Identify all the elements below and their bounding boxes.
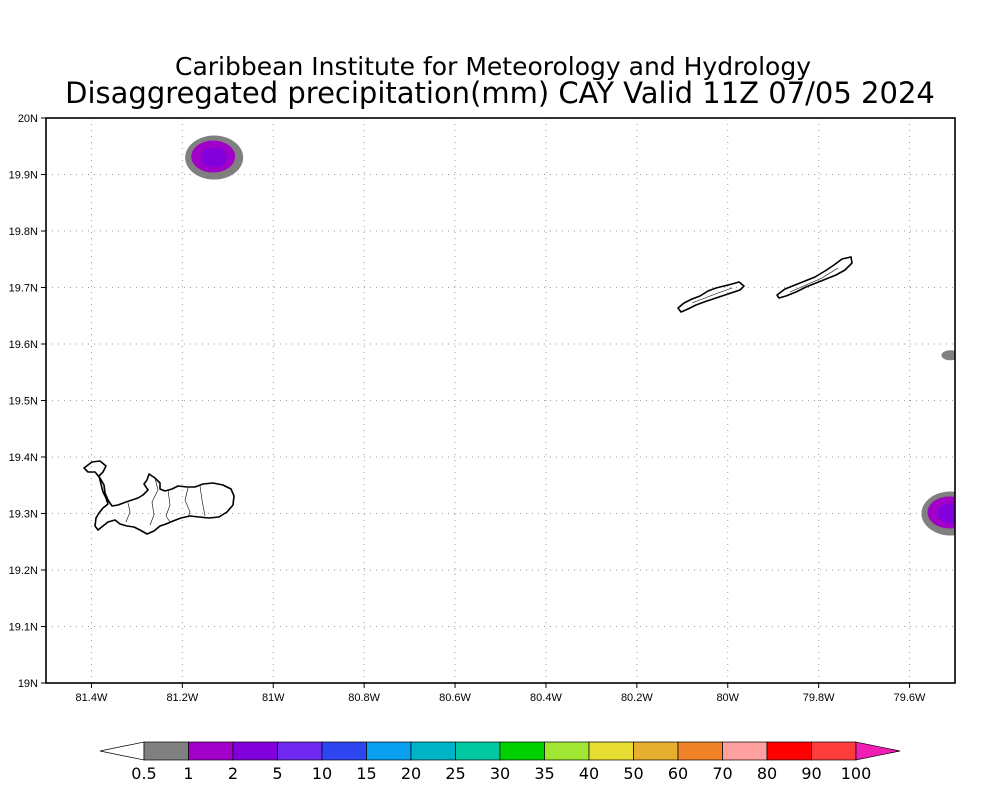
colorbar-swatch (410, 741, 456, 761)
precip-contour-2mm (201, 147, 228, 168)
title-institute: Caribbean Institute for Meteorology and … (175, 52, 811, 81)
colorbar-swatch (677, 741, 723, 761)
axis-ticks: 81.4W 81.2W 81W 80.8W 80.6W 80.4W 80.2W 80W 79.8… (9, 113, 926, 704)
y-tick-label: 19.1N (9, 622, 38, 634)
colorbar-swatch (722, 741, 768, 761)
y-tick-label: 19.4N (9, 452, 38, 464)
precip-cell (921, 491, 955, 536)
island-little-cayman (677, 281, 745, 313)
x-tick-label: 80.4W (530, 692, 562, 704)
y-tick-label: 19.3N (9, 509, 38, 521)
y-tick-label: 19.5N (9, 396, 38, 408)
colorbar-over-arrow (855, 741, 901, 761)
y-tick-label: 19.6N (9, 339, 38, 351)
colorbar-label: 70 (712, 764, 732, 783)
y-tick-label: 19.2N (9, 565, 38, 577)
x-tick-label: 80W (716, 692, 739, 704)
colorbar-under-arrow (99, 741, 145, 761)
x-tick-label: 81W (262, 692, 285, 704)
map-plot-area: 81.4W 81.2W 81W 80.8W 80.6W 80.4W 80.2W 80W 79.8… (9, 113, 956, 704)
map-background (46, 118, 955, 683)
colorbar-swatch (588, 741, 634, 761)
precip-cell (185, 135, 244, 180)
colorbar-swatch (455, 741, 501, 761)
precipitation-layer (185, 135, 955, 536)
colorbar-label: 0.5 (131, 764, 156, 783)
colorbar-swatch (277, 741, 323, 761)
y-tick-label: 19.7N (9, 283, 38, 295)
island-cayman-brac (776, 256, 853, 299)
colorbar-swatch (811, 741, 857, 761)
colorbar-swatch (321, 741, 367, 761)
colorbar-swatch (366, 741, 412, 761)
colorbar-label: 2 (228, 764, 238, 783)
precip-contour-0.5mm (941, 350, 955, 361)
colorbar-label: 100 (841, 764, 872, 783)
colorbar-label: 80 (757, 764, 777, 783)
x-tick-label: 80.8W (348, 692, 380, 704)
title-product: Disaggregated precipitation(mm) CAY Vali… (65, 76, 935, 110)
x-tick-label: 80.2W (621, 692, 653, 704)
colorbar-swatch (633, 741, 679, 761)
colorbar-label: 10 (312, 764, 332, 783)
y-tick-label: 19N (18, 678, 38, 690)
colorbar-swatch (544, 741, 590, 761)
x-tick-label: 81.2W (166, 692, 198, 704)
colorbar-label: 90 (801, 764, 821, 783)
colorbar: 0.5 1 2 5 10 15 20 25 30 35 40 50 60 70 80 90 100 (99, 741, 901, 783)
island-grand-cayman (83, 460, 235, 535)
colorbar-swatch (188, 741, 234, 761)
x-tick-label: 79.6W (894, 692, 926, 704)
colorbar-label: 5 (272, 764, 282, 783)
colorbar-swatch (232, 741, 278, 761)
x-tick-label: 80.6W (439, 692, 471, 704)
graticule (46, 118, 955, 683)
colorbar-label: 35 (534, 764, 554, 783)
colorbar-label: 15 (356, 764, 376, 783)
colorbar-label: 30 (490, 764, 510, 783)
colorbar-label: 1 (183, 764, 193, 783)
colorbar-swatch (143, 741, 189, 761)
colorbar-label: 25 (445, 764, 465, 783)
y-tick-label: 19.8N (9, 226, 38, 238)
colorbar-label: 40 (579, 764, 599, 783)
precip-cell (941, 350, 955, 361)
y-tick-label: 20N (18, 113, 38, 125)
colorbar-label: 50 (623, 764, 643, 783)
precip-contour-2mm (937, 503, 955, 524)
y-tick-label: 19.9N (9, 170, 38, 182)
x-tick-label: 79.8W (803, 692, 835, 704)
colorbar-label: 20 (401, 764, 421, 783)
colorbar-swatch (499, 741, 545, 761)
x-tick-label: 81.4W (76, 692, 108, 704)
plot-frame (45, 117, 956, 684)
colorbar-label: 60 (668, 764, 688, 783)
colorbar-swatch (766, 741, 812, 761)
